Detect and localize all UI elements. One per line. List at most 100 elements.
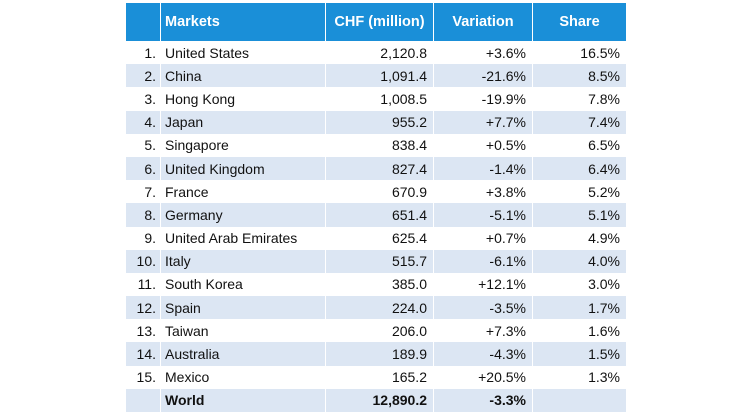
chf-cell: 206.0 <box>325 319 434 343</box>
rank-cell: 8. <box>126 203 161 227</box>
share-cell: 6.5% <box>588 137 620 154</box>
variation-cell: +12.1% <box>433 272 533 297</box>
rank-cell: 2. <box>126 64 161 88</box>
variation-cell: +3.6% <box>433 41 533 65</box>
rank-cell: 10. <box>126 249 161 273</box>
chf-cell: 827.4 <box>325 156 434 181</box>
share-cell: 1.3% <box>588 369 620 386</box>
chf-cell: 651.4 <box>325 203 434 227</box>
chf-cell: 224.0 <box>325 296 434 320</box>
table-row: 7. France 670.9 +3.8% 5.2% <box>126 180 626 204</box>
rank-cell: 14. <box>126 342 161 366</box>
variation-cell: -19.9% <box>433 87 533 111</box>
table-row: 12. Spain 224.0 -3.5% 1.7% <box>126 296 626 320</box>
share-cell: 1.6% <box>588 322 620 339</box>
markets-table: Markets CHF (million) Variation Share 1.… <box>126 3 626 412</box>
chf-cell: 385.0 <box>325 272 434 297</box>
table-row: 2. China 1,091.4 -21.6% 8.5% <box>126 64 626 88</box>
market-cell: United Arab Emirates <box>160 226 326 250</box>
variation-cell: -3.5% <box>433 296 533 320</box>
header-markets: Markets <box>160 3 326 41</box>
rank-cell: 9. <box>126 226 161 250</box>
chf-cell: 955.2 <box>325 110 434 134</box>
table-row: 6. United Kingdom 827.4 -1.4% 6.4% <box>126 156 626 181</box>
table-row: 13. Taiwan 206.0 +7.3% 1.6% <box>126 319 626 343</box>
market-cell: United States <box>160 41 326 65</box>
market-cell: Germany <box>160 203 326 227</box>
total-chf-cell: 12,890.2 <box>325 388 434 412</box>
market-cell: South Korea <box>160 272 326 297</box>
variation-cell: +0.7% <box>433 226 533 250</box>
total-variation-cell: -3.3% <box>433 388 533 412</box>
rank-cell: 3. <box>126 87 161 111</box>
total-market-cell: World <box>160 388 326 412</box>
share-cell: 16.5% <box>580 44 620 61</box>
market-cell: United Kingdom <box>160 156 326 181</box>
variation-cell: +3.8% <box>433 180 533 204</box>
header-chf: CHF (million) <box>325 3 434 41</box>
variation-cell: -6.1% <box>433 249 533 273</box>
market-cell: Australia <box>160 342 326 366</box>
chf-cell: 838.4 <box>325 133 434 157</box>
rank-cell: 11. <box>126 272 161 297</box>
chf-cell: 165.2 <box>325 365 434 389</box>
chf-cell: 670.9 <box>325 180 434 204</box>
table-row: 14. Australia 189.9 -4.3% 1.5% <box>126 342 626 366</box>
table-row: 4. Japan 955.2 +7.7% 7.4% <box>126 110 626 134</box>
market-cell: Taiwan <box>160 319 326 343</box>
header-variation: Variation <box>433 3 533 41</box>
rank-cell: 1. <box>126 41 161 65</box>
market-cell: Japan <box>160 110 326 134</box>
rank-cell: 5. <box>126 133 161 157</box>
rank-cell: 4. <box>126 110 161 134</box>
market-cell: France <box>160 180 326 204</box>
table-row: 10. Italy 515.7 -6.1% 4.0% <box>126 249 626 273</box>
total-row: World 12,890.2 -3.3% <box>126 388 626 412</box>
market-cell: Singapore <box>160 133 326 157</box>
chf-cell: 625.4 <box>325 226 434 250</box>
variation-cell: -5.1% <box>433 203 533 227</box>
share-cell: 5.2% <box>588 183 620 200</box>
share-cell: 4.0% <box>532 249 626 273</box>
chf-cell: 515.7 <box>325 249 434 273</box>
chf-cell: 1,008.5 <box>325 87 434 111</box>
table-row: 1. United States 2,120.8 +3.6% 16.5% <box>126 41 626 65</box>
share-cell: 3.0% <box>588 276 620 293</box>
table-row: 15. Mexico 165.2 +20.5% 1.3% <box>126 365 626 389</box>
variation-cell: +20.5% <box>433 365 533 389</box>
market-cell: Italy <box>160 249 326 273</box>
table-row: 11. South Korea 385.0 +12.1% 3.0% <box>126 272 626 297</box>
rank-cell: 12. <box>126 296 161 320</box>
chf-cell: 2,120.8 <box>325 41 434 65</box>
share-cell: 6.4% <box>532 156 626 181</box>
rank-cell: 15. <box>126 365 161 389</box>
variation-cell: -4.3% <box>433 342 533 366</box>
market-cell: Mexico <box>160 365 326 389</box>
share-cell: 8.5% <box>532 64 626 88</box>
market-cell: Spain <box>160 296 326 320</box>
share-cell: 7.8% <box>588 90 620 107</box>
market-cell: China <box>160 64 326 88</box>
chf-cell: 1,091.4 <box>325 64 434 88</box>
total-share-cell <box>532 388 626 412</box>
variation-cell: +0.5% <box>433 133 533 157</box>
variation-cell: -21.6% <box>433 64 533 88</box>
variation-cell: -1.4% <box>433 156 533 181</box>
table-row: 9. United Arab Emirates 625.4 +0.7% 4.9% <box>126 226 626 250</box>
variation-cell: +7.7% <box>433 110 533 134</box>
header-share: Share <box>532 3 626 41</box>
total-rank-cell <box>126 388 161 412</box>
market-cell: Hong Kong <box>160 87 326 111</box>
header-row: Markets CHF (million) Variation Share <box>126 3 626 41</box>
table-row: 8. Germany 651.4 -5.1% 5.1% <box>126 203 626 227</box>
share-cell: 1.7% <box>532 296 626 320</box>
chf-cell: 189.9 <box>325 342 434 366</box>
table-row: 5. Singapore 838.4 +0.5% 6.5% <box>126 133 626 157</box>
share-cell: 5.1% <box>532 203 626 227</box>
rank-cell: 6. <box>126 156 161 181</box>
header-rank <box>126 3 161 41</box>
table-row: 3. Hong Kong 1,008.5 -19.9% 7.8% <box>126 87 626 111</box>
variation-cell: +7.3% <box>433 319 533 343</box>
rank-cell: 7. <box>126 180 161 204</box>
table-body: 1. United States 2,120.8 +3.6% 16.5% 2. China 1… <box>126 41 626 389</box>
